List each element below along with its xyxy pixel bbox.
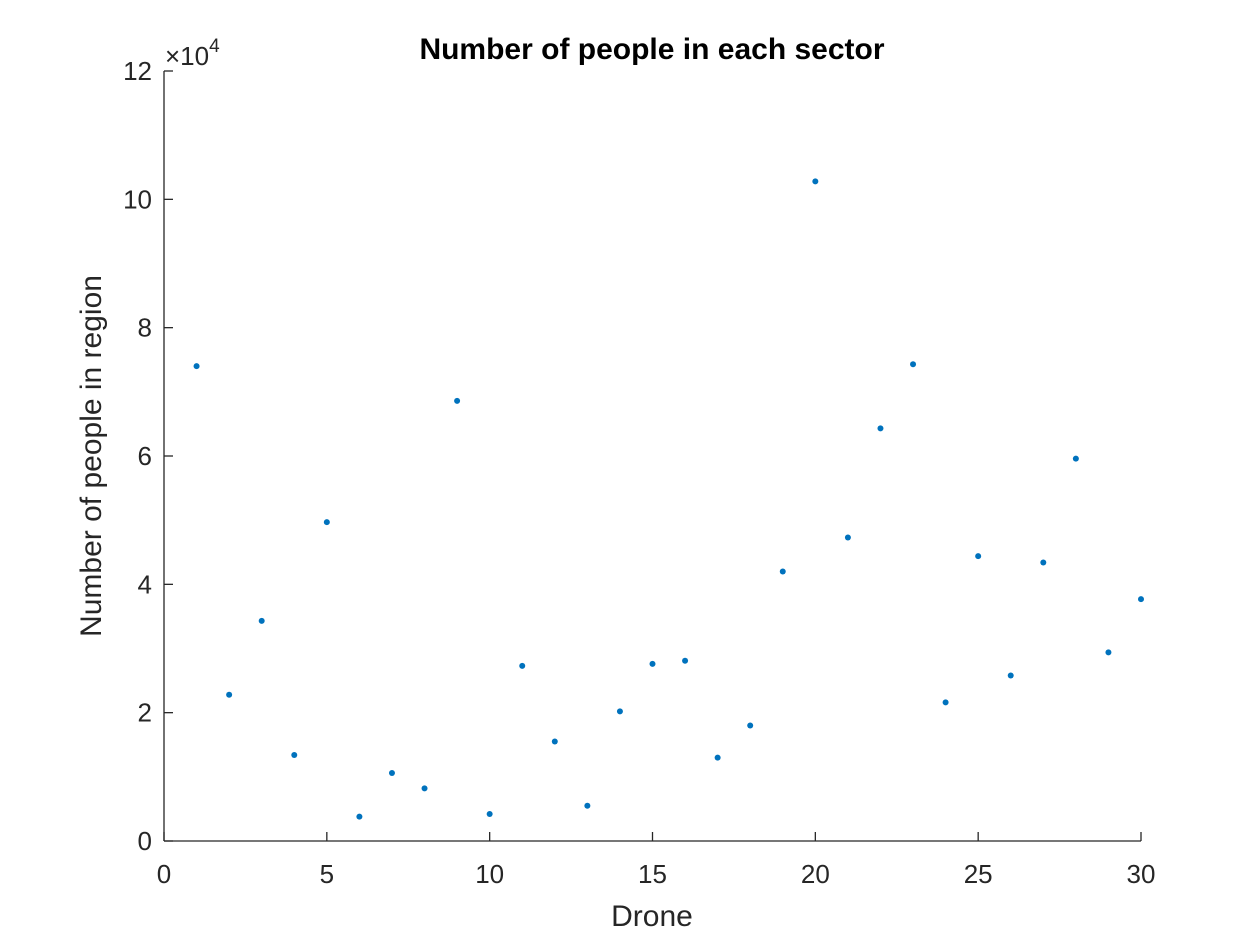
y-axis-exponent-power: 4: [209, 36, 220, 57]
data-point: [323, 519, 330, 526]
data-point: [714, 754, 721, 761]
data-point: [1105, 649, 1112, 656]
x-tick-label: 25: [964, 859, 993, 889]
data-point: [486, 811, 493, 818]
data-point: [258, 617, 265, 624]
data-point: [1040, 559, 1047, 566]
x-tick-label: 10: [475, 859, 504, 889]
data-point: [942, 699, 949, 706]
x-tick-label: 30: [1127, 859, 1156, 889]
x-axis-label: Drone: [611, 900, 693, 933]
y-axis-exponent-base: ×10: [165, 41, 209, 71]
data-point: [291, 752, 298, 759]
data-point: [877, 425, 884, 432]
x-tick-label: 0: [157, 859, 171, 889]
data-point: [584, 802, 591, 809]
y-tick-label: 12: [123, 56, 152, 86]
data-point: [975, 553, 982, 560]
y-tick-label: 10: [123, 184, 152, 214]
y-tick-label: 4: [138, 569, 152, 599]
axes: [163, 71, 1141, 842]
data-point: [1007, 672, 1014, 679]
data-point: [551, 738, 558, 745]
data-point: [812, 178, 819, 185]
y-tick-label: 6: [138, 441, 152, 471]
data-point: [844, 534, 851, 541]
data-point: [388, 769, 395, 776]
data-point: [747, 722, 754, 729]
y-axis-label: Number of people in region: [75, 275, 108, 637]
data-point: [226, 691, 233, 698]
data-point: [649, 660, 656, 667]
y-tick-label: 2: [138, 698, 152, 728]
chart-title: Number of people in each sector: [419, 33, 884, 66]
data-point: [779, 568, 786, 575]
y-tick-label: 0: [138, 826, 152, 856]
data-point: [910, 361, 917, 368]
x-tick-label: 20: [801, 859, 830, 889]
x-tick-label: 15: [638, 859, 667, 889]
data-point: [356, 813, 363, 820]
data-points: [193, 178, 1144, 820]
y-tick-label: 8: [138, 313, 152, 343]
data-point: [1138, 596, 1144, 603]
data-point: [682, 657, 689, 664]
x-ticks: 0 5 10 15 20 25 30: [157, 832, 1156, 889]
data-point: [616, 708, 623, 715]
data-point: [193, 363, 200, 370]
data-point: [454, 397, 461, 404]
data-point: [421, 785, 428, 792]
data-point: [519, 662, 526, 669]
y-ticks: 0 2 4 6 8 10 12: [123, 56, 173, 856]
data-point: [1072, 455, 1079, 462]
x-tick-label: 5: [320, 859, 334, 889]
y-axis-exponent-label: ×104: [165, 36, 220, 71]
